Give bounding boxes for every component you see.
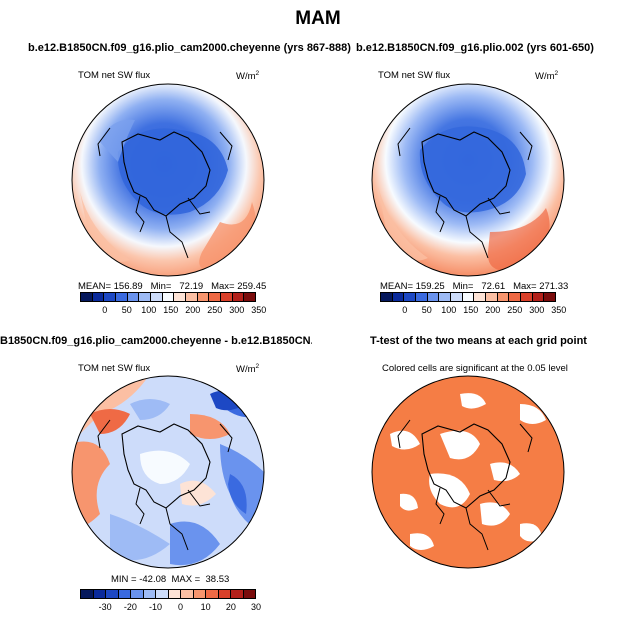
colorbar-tick: 300 bbox=[529, 305, 545, 315]
colorbar-tick: 350 bbox=[251, 305, 267, 315]
colorbar-tick: 50 bbox=[121, 305, 132, 315]
colorbar bbox=[80, 589, 256, 599]
panel-title: B1850CN.f09_g16.plio_cam2000.cheyenne - … bbox=[0, 335, 312, 347]
colorbar-tick: -20 bbox=[123, 602, 137, 612]
colorbar-ticks: 0 50 100 150 200 250 300 350 bbox=[380, 305, 566, 317]
polar-map bbox=[371, 375, 565, 569]
colorbar-swatch bbox=[220, 293, 232, 301]
panel-title: b.e12.B1850CN.f09_g16.plio.002 (yrs 601-… bbox=[356, 42, 594, 54]
colorbar-swatch bbox=[426, 293, 439, 301]
polar-map bbox=[371, 83, 565, 277]
colorbar-swatch bbox=[185, 293, 197, 301]
colorbar-swatch bbox=[126, 293, 139, 301]
colorbar-tick: 250 bbox=[507, 305, 523, 315]
colorbar-tick: 200 bbox=[185, 305, 201, 315]
colorbar-swatch bbox=[381, 293, 392, 301]
colorbar bbox=[380, 292, 556, 302]
colorbar-swatch bbox=[150, 293, 162, 301]
significance-note: Colored cells are significant at the 0.0… bbox=[382, 363, 568, 374]
colorbar-swatch bbox=[103, 293, 116, 301]
colorbar-swatch bbox=[117, 590, 130, 598]
stats-text: MEAN= 156.89 Min= 72.19 Max= 259.45 bbox=[78, 281, 267, 292]
colorbar-swatch bbox=[543, 293, 556, 301]
coastline bbox=[421, 423, 511, 509]
colorbar-swatch bbox=[496, 293, 509, 301]
colorbar-tick: 100 bbox=[441, 305, 457, 315]
colorbar-swatch bbox=[461, 293, 474, 301]
colorbar-swatch bbox=[115, 293, 127, 301]
colorbar-swatch bbox=[531, 293, 544, 301]
panel-title: b.e12.B1850CN.f09_g16.plio_cam2000.cheye… bbox=[28, 42, 351, 54]
colorbar-tick: 50 bbox=[421, 305, 432, 315]
colorbar-swatch bbox=[142, 590, 155, 598]
colorbar-tick: 250 bbox=[207, 305, 223, 315]
colorbar-swatch bbox=[403, 293, 416, 301]
colorbar-swatch bbox=[161, 293, 174, 301]
colorbar-tick: 150 bbox=[163, 305, 179, 315]
colorbar-swatch bbox=[92, 590, 105, 598]
colorbar-swatch bbox=[81, 293, 92, 301]
colorbar-tick: 10 bbox=[200, 602, 211, 612]
blue-core bbox=[419, 126, 526, 213]
colorbar-tick: 150 bbox=[463, 305, 479, 315]
colorbar-swatch bbox=[450, 293, 462, 301]
colorbar-swatch bbox=[81, 590, 93, 598]
colorbar-swatch bbox=[167, 590, 180, 598]
colorbar-swatch bbox=[438, 293, 451, 301]
colorbar-swatch bbox=[173, 293, 186, 301]
units-label: W/m2 bbox=[236, 70, 260, 82]
colorbar-swatch bbox=[242, 590, 255, 598]
polar-map bbox=[71, 83, 265, 277]
colorbar-tick: 200 bbox=[485, 305, 501, 315]
colorbar-swatch bbox=[520, 293, 532, 301]
colorbar-swatch bbox=[208, 293, 221, 301]
colorbar-swatch bbox=[391, 293, 404, 301]
colorbar-swatch bbox=[205, 590, 218, 598]
variable-label: TOM net SW flux bbox=[78, 70, 151, 81]
colorbar-tick: -30 bbox=[98, 602, 112, 612]
colorbar-swatch bbox=[180, 590, 193, 598]
units-label: W/m2 bbox=[535, 70, 559, 82]
panel-title: T-test of the two means at each grid poi… bbox=[370, 335, 587, 347]
colorbar-tick: -10 bbox=[148, 602, 163, 612]
units-label: W/m2 bbox=[236, 363, 260, 375]
colorbar-swatch bbox=[155, 590, 168, 598]
colorbar-swatch bbox=[192, 590, 205, 598]
colorbar-tick: 20 bbox=[225, 602, 236, 612]
colorbar-tick: 300 bbox=[229, 305, 245, 315]
colorbar bbox=[80, 292, 256, 302]
colorbar-swatch bbox=[105, 590, 118, 598]
polar-map bbox=[71, 375, 265, 569]
colorbar-swatch bbox=[196, 293, 209, 301]
variable-label: TOM net SW flux bbox=[378, 70, 451, 81]
colorbar-tick: 30 bbox=[250, 602, 262, 612]
colorbar-swatch bbox=[91, 293, 104, 301]
coastline bbox=[121, 131, 211, 217]
colorbar-swatch bbox=[485, 293, 497, 301]
colorbar-swatch bbox=[217, 590, 230, 598]
colorbar-swatch bbox=[231, 293, 244, 301]
colorbar-tick: 350 bbox=[551, 305, 567, 315]
stats-text: MIN = -42.08 MAX = 38.53 bbox=[111, 574, 230, 585]
colorbar-ticks: 0 50 100 150 200 250 300 350 bbox=[80, 305, 266, 317]
colorbar-tick: 0 bbox=[177, 602, 183, 612]
colorbar-swatch bbox=[473, 293, 486, 301]
coastline bbox=[421, 131, 511, 217]
figure-title: MAM bbox=[295, 8, 341, 29]
colorbar-swatch bbox=[243, 293, 256, 301]
colorbar-swatch bbox=[415, 293, 427, 301]
colorbar-swatch bbox=[230, 590, 243, 598]
colorbar-swatch bbox=[508, 293, 521, 301]
colorbar-swatch bbox=[130, 590, 143, 598]
colorbar-tick: 0 bbox=[402, 305, 408, 315]
colorbar-ticks: -30 -20 -10 0 10 20 30 bbox=[80, 602, 261, 614]
colorbar-tick: 100 bbox=[141, 305, 157, 315]
colorbar-tick: 0 bbox=[102, 305, 108, 315]
coastline bbox=[121, 423, 211, 509]
stats-text: MEAN= 159.25 Min= 72.61 Max= 271.33 bbox=[380, 281, 569, 292]
colorbar-swatch bbox=[138, 293, 151, 301]
variable-label: TOM net SW flux bbox=[78, 363, 151, 374]
